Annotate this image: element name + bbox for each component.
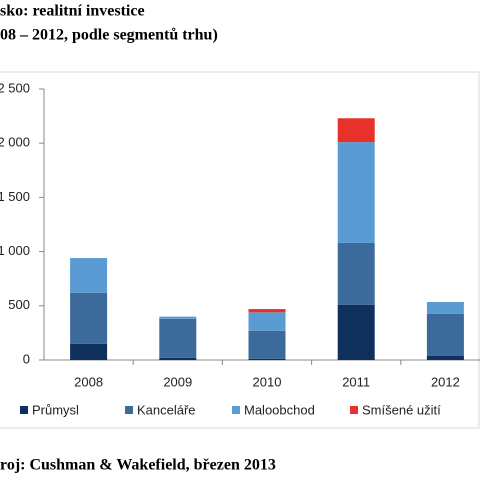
y-tick-label: 1 500	[0, 189, 30, 204]
legend-label: Průmysl	[32, 402, 79, 417]
source: roj: Cushman & Wakefield, březen 2013	[0, 457, 276, 474]
bar-segment	[426, 355, 464, 360]
bar-segment	[159, 357, 197, 360]
legend-swatch	[125, 406, 133, 414]
bar-segment	[70, 343, 108, 360]
bar-segment	[70, 258, 108, 293]
bar-segment	[337, 304, 375, 360]
legend-label: Smíšené užití	[362, 402, 441, 417]
x-tick-label: 2009	[163, 374, 192, 389]
chart-subtitle: 08 – 2012, podle segmentů trhu)	[0, 27, 218, 44]
bar-segment	[337, 242, 375, 305]
chart-frame	[0, 71, 480, 429]
x-tick-label: 2008	[74, 374, 103, 389]
bar-segment	[248, 312, 286, 331]
legend-swatch	[232, 406, 240, 414]
bar-segment	[248, 358, 286, 360]
y-tick-label: 2 500	[0, 80, 30, 95]
legend-swatch	[20, 406, 28, 414]
bar-segment	[159, 318, 197, 358]
y-tick-label: 2 000	[0, 135, 30, 150]
y-tick-label: 1 000	[0, 243, 30, 258]
bar-segment	[248, 330, 286, 359]
chart-title: sko: realitní investice	[0, 3, 145, 20]
bar-segment	[159, 316, 197, 319]
x-tick-label: 2010	[253, 374, 282, 389]
x-tick-label: 2011	[342, 374, 370, 389]
bar-segment	[248, 309, 286, 313]
legend-swatch	[350, 406, 358, 414]
legend-label: Maloobchod	[244, 402, 315, 417]
bar-segment	[337, 118, 375, 143]
x-tick-label: 2012	[431, 374, 460, 389]
bar-segment	[426, 302, 464, 314]
bar-segment	[337, 142, 375, 243]
bar-segment	[426, 313, 464, 356]
y-tick-label: 500	[8, 297, 30, 312]
y-tick-label: 0	[23, 351, 30, 366]
bar-segment	[70, 292, 108, 344]
legend-label: Kanceláře	[137, 402, 196, 417]
